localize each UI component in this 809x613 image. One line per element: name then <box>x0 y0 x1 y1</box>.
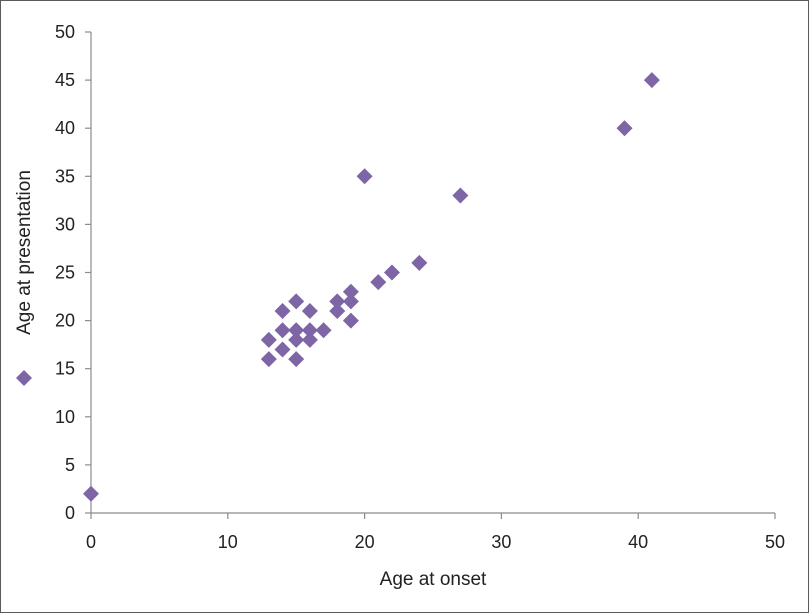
x-tick-label: 50 <box>765 532 785 552</box>
data-point <box>288 331 305 348</box>
data-point <box>342 293 359 310</box>
tick-labels: 0 5 10 15 20 25 30 35 40 45 50 0 10 20 30 40 50 <box>55 22 785 552</box>
y-axis-title: Age at presentation <box>14 170 35 335</box>
y-tick-label: 5 <box>65 455 75 475</box>
data-point <box>616 120 633 137</box>
y-tick-label: 45 <box>55 70 75 90</box>
y-tick-label: 10 <box>55 407 75 427</box>
data-point <box>301 331 318 348</box>
y-tick-label: 20 <box>55 311 75 331</box>
y-tick-label: 40 <box>55 118 75 138</box>
data-point <box>288 351 305 368</box>
x-axis-title: Age at onset <box>380 569 487 590</box>
x-tick-label: 30 <box>491 532 511 552</box>
y-tick-label: 25 <box>55 263 75 283</box>
x-tick-label: 0 <box>86 532 96 552</box>
legend-marker <box>16 370 32 386</box>
data-point <box>260 351 277 368</box>
y-tick-label: 0 <box>65 503 75 523</box>
y-tick-label: 15 <box>55 359 75 379</box>
data-point <box>643 72 660 89</box>
data-point <box>274 341 291 358</box>
data-point <box>329 293 346 310</box>
y-tick-label: 35 <box>55 166 75 186</box>
axes <box>85 31 776 519</box>
data-points <box>83 72 660 502</box>
data-point <box>288 293 305 310</box>
data-point <box>274 322 291 339</box>
data-point <box>342 312 359 329</box>
y-tick-label: 30 <box>55 214 75 234</box>
data-point <box>288 322 305 339</box>
data-point <box>452 187 469 204</box>
x-tick-label: 40 <box>628 532 648 552</box>
data-point <box>315 322 332 339</box>
data-point <box>274 302 291 319</box>
data-point <box>356 168 373 185</box>
data-point <box>329 302 346 319</box>
data-point <box>83 485 99 502</box>
legend <box>16 370 32 386</box>
x-tick-label: 20 <box>355 532 375 552</box>
x-tick-label: 10 <box>218 532 238 552</box>
data-point <box>370 274 387 291</box>
data-point <box>411 254 428 271</box>
data-point <box>383 264 400 281</box>
data-point <box>342 283 359 300</box>
data-point <box>260 331 277 348</box>
data-point <box>301 302 318 319</box>
y-tick-label: 50 <box>55 22 75 42</box>
data-point <box>301 322 318 339</box>
